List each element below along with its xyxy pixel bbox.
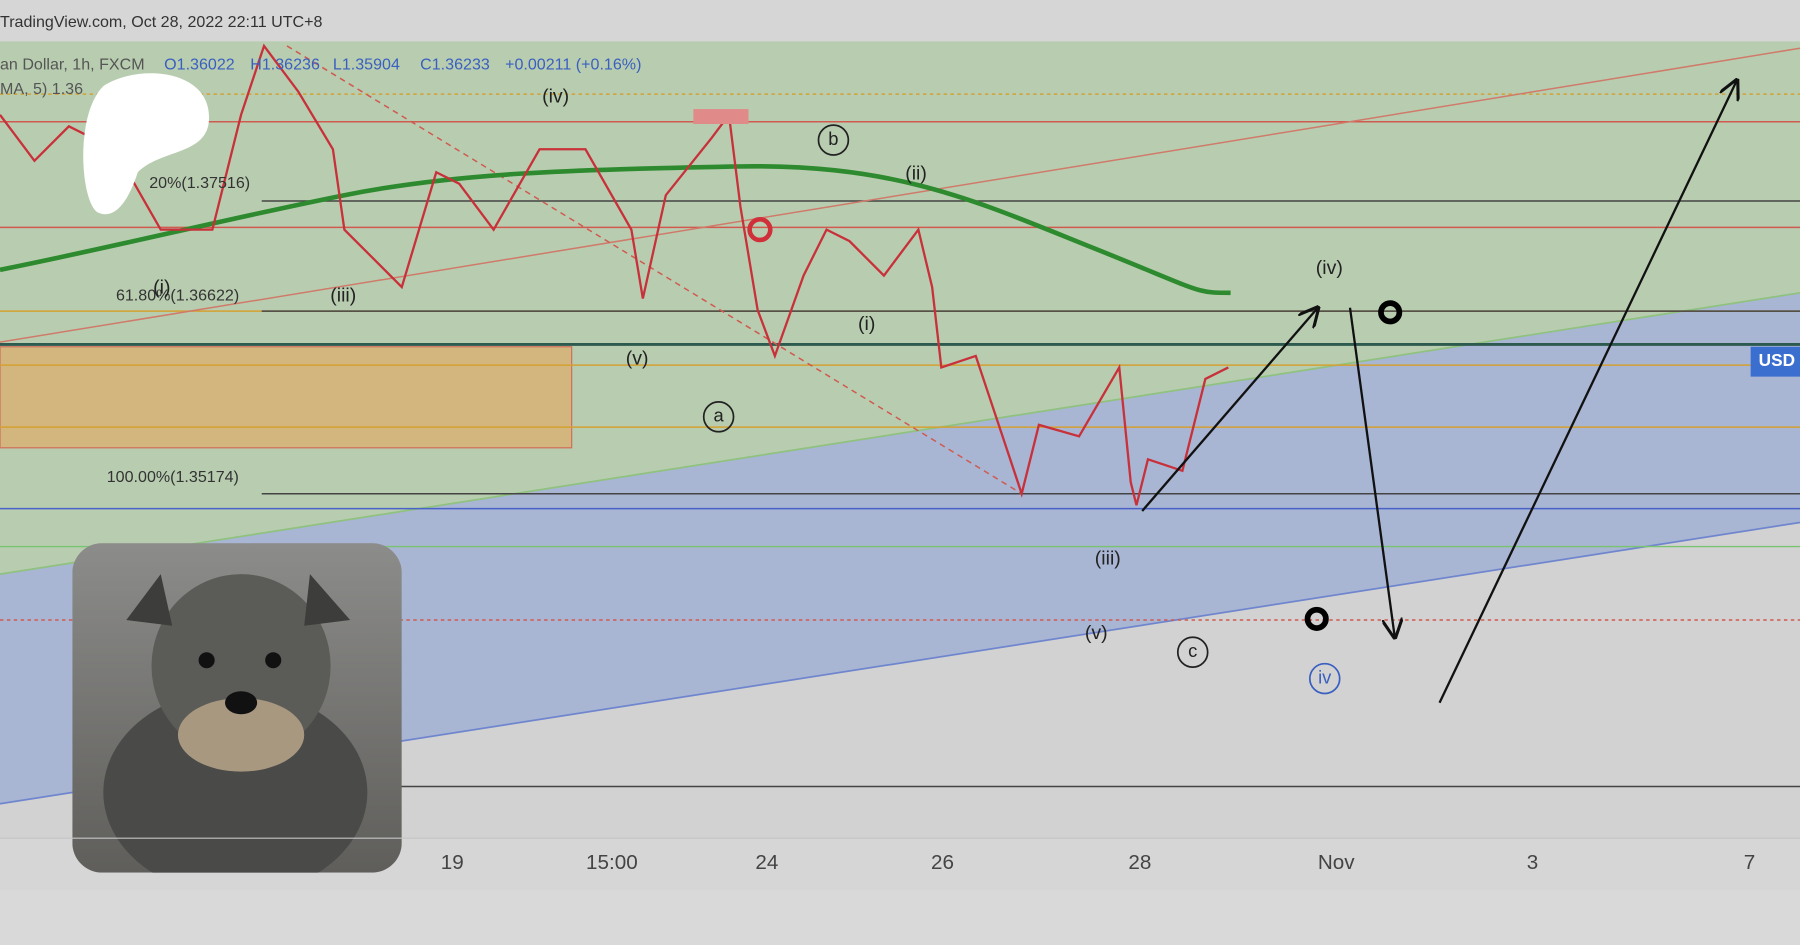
wave-label: (iii) — [330, 284, 356, 306]
zone-box — [0, 346, 573, 449]
ma-label: MA, 5) 1.36 — [0, 80, 83, 98]
wave-label: b — [828, 128, 838, 149]
x-axis-label: 26 — [931, 851, 954, 874]
wave-label: a — [714, 405, 725, 426]
wave-circle — [1308, 662, 1341, 695]
target-circle — [1378, 300, 1403, 325]
wave-label: (ii) — [905, 163, 927, 185]
wave-label: (iv) — [542, 86, 569, 108]
x-axis-label: 24 — [755, 851, 778, 874]
photo — [72, 543, 402, 873]
x-axis-label: 15:00 — [586, 851, 638, 874]
target-circle — [1304, 606, 1329, 631]
fib-label: 61.80%(1.36622) — [116, 286, 239, 304]
x-axis-label: 19 — [441, 851, 464, 874]
wave-label: iv — [1318, 666, 1332, 687]
wave-label: (iv) — [1316, 257, 1343, 279]
ohlc-change: +0.00211 (+0.16%) — [505, 56, 641, 74]
fib-label: 20%(1.37516) — [149, 174, 250, 192]
moving-average — [0, 163, 1231, 296]
wave-label: (iii) — [1095, 547, 1121, 569]
source-text: TradingView.com, Oct 28, 2022 22:11 UTC+… — [0, 13, 322, 31]
x-axis-label: Nov — [1318, 851, 1355, 874]
wave-circle — [1176, 636, 1209, 668]
marker-box — [693, 109, 749, 125]
x-axis-label: 28 — [1128, 851, 1151, 874]
x-axis-label: 7 — [1744, 851, 1755, 874]
wave-label: (v) — [1085, 622, 1108, 644]
ohlc-low: L1.35904 — [333, 56, 400, 74]
ohlc-open: O1.36022 — [164, 56, 235, 74]
price-tag-text: USD — [1759, 350, 1795, 370]
projection-arrows — [1141, 80, 1737, 704]
ohlc-close: C1.36233 — [420, 56, 490, 74]
wave-label: (i) — [858, 313, 875, 335]
wave-label: (v) — [626, 348, 649, 370]
legend: an Dollar, 1h, FXCM O1.36022 H1.36236 L1… — [0, 56, 641, 98]
wave-circle — [817, 124, 850, 156]
symbol: an Dollar, 1h, FXCM — [0, 56, 145, 74]
bottom-bar — [0, 889, 1800, 945]
price-tag — [1750, 346, 1800, 377]
wave-label: (i) — [153, 276, 170, 298]
price-line — [0, 43, 1229, 506]
levels — [0, 45, 1800, 788]
marker-circle — [747, 217, 773, 243]
channel-lower — [0, 292, 1800, 804]
wave-label: c — [1188, 640, 1197, 661]
x-axis-label: 3 — [1527, 851, 1538, 874]
channel-line — [0, 291, 1800, 575]
wave-circle — [702, 401, 735, 433]
fib-label: 100.00%(1.35174) — [107, 468, 239, 486]
overlay-blob — [83, 73, 210, 215]
ohlc-high: H1.36236 — [250, 56, 320, 74]
top-bar — [0, 0, 1800, 42]
